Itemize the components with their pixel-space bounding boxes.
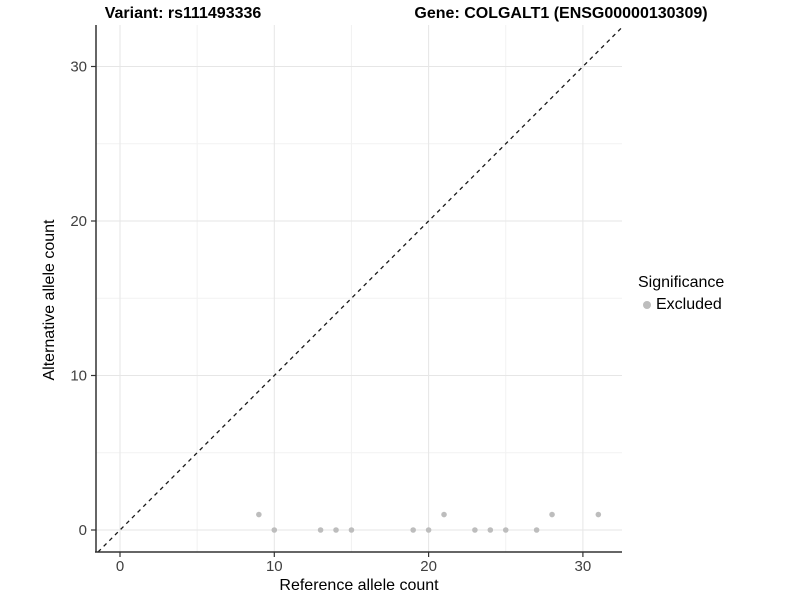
x-axis-title: Reference allele count [279, 577, 439, 594]
data-point [487, 527, 494, 533]
data-point [549, 511, 555, 518]
legend-entry-label: Excluded [656, 296, 722, 313]
data-point [595, 511, 602, 518]
x-tick-label: 10 [266, 558, 283, 575]
data-point [410, 527, 416, 533]
x-tick-label: 30 [575, 558, 592, 575]
legend-title: Significance [638, 274, 725, 291]
x-tick-label: 0 [116, 558, 124, 575]
data-point [472, 527, 478, 533]
data-point [425, 527, 432, 533]
x-tick-label: 20 [420, 558, 437, 575]
y-tick-label: 20 [70, 213, 87, 230]
data-point [271, 527, 278, 533]
data-point [348, 527, 355, 533]
data-point [256, 511, 262, 518]
y-axis-title: Alternative allele count [41, 219, 58, 381]
data-point [317, 527, 324, 533]
variant-title: Variant: rs111493336 [104, 5, 262, 22]
y-tick-label: 10 [70, 368, 87, 385]
legend-entry-excluded: Excluded [638, 296, 724, 314]
data-point [533, 527, 540, 533]
legend: Significance Excluded [638, 274, 724, 314]
y-tick-label: 0 [79, 522, 87, 539]
excluded-point-icon [643, 301, 651, 309]
gene-title: Gene: COLGALT1 (ENSG00000130309) [414, 5, 708, 22]
identity-dashed-line [97, 26, 623, 553]
y-tick-label: 30 [70, 59, 87, 76]
data-point [441, 511, 447, 518]
data-point [333, 527, 339, 533]
data-point [502, 527, 509, 533]
